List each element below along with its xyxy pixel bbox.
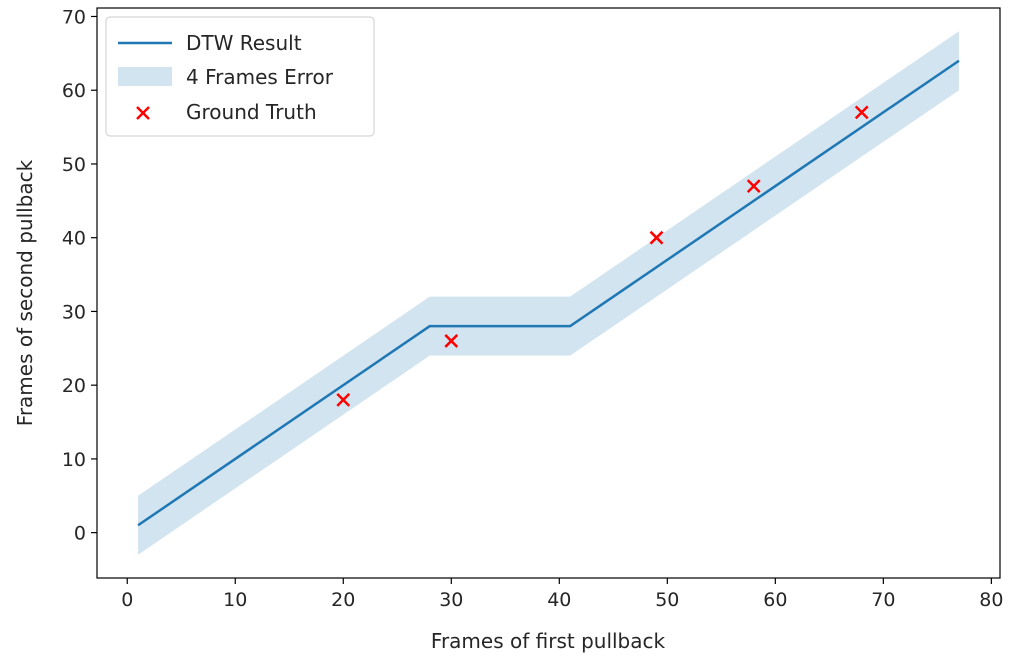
x-axis: 0 10 20 30 40 50 60 70 80: [121, 578, 1003, 611]
legend-marker-swatch: [136, 106, 150, 120]
y-tick-label: 40: [62, 228, 86, 250]
legend-label-dtw: DTW Result: [186, 31, 302, 55]
ground-truth-point: [649, 230, 664, 245]
plot-frame: [96, 7, 1001, 579]
ground-truth-marker-stroke: [854, 105, 869, 120]
x-tick-label: 20: [331, 589, 355, 611]
y-tick-label: 20: [62, 375, 86, 397]
y-tick-label: 60: [62, 80, 86, 102]
y-tick-label: 0: [74, 523, 86, 545]
x-tick-label: 70: [871, 589, 895, 611]
ground-truth-point: [336, 393, 351, 407]
ground-truth-point: [854, 105, 869, 120]
ground-truth-marker-stroke: [336, 393, 351, 407]
legend: DTW Result 4 Frames Error Ground Truth: [105, 16, 375, 137]
legend-label-band: 4 Frames Error: [186, 65, 334, 89]
x-tick-label: 0: [121, 589, 133, 611]
dtw-line-layer: [137, 59, 960, 527]
legend-label-truth: Ground Truth: [186, 100, 317, 124]
x-tick-label: 30: [439, 589, 463, 611]
y-tick-label: 70: [62, 6, 86, 28]
y-axis-label: Frames of second pullback: [13, 159, 37, 426]
dtw-result-line: [137, 59, 960, 527]
y-tick-label: 10: [62, 449, 86, 471]
y-tick-label: 30: [62, 301, 86, 323]
x-tick-label: 50: [655, 589, 679, 611]
ground-truth-layer: [336, 105, 869, 407]
ground-truth-marker-stroke: [746, 179, 761, 193]
x-tick-label: 60: [763, 589, 787, 611]
x-tick-label: 10: [223, 589, 247, 611]
ground-truth-marker-stroke: [444, 334, 459, 348]
ground-truth-point: [746, 179, 761, 193]
x-axis-label: Frames of first pullback: [431, 629, 666, 653]
legend-box: [105, 16, 375, 137]
ground-truth-marker-stroke: [649, 230, 664, 245]
y-tick-label: 50: [62, 154, 86, 176]
y-axis: 0 10 20 30 40 50 60 70: [62, 6, 97, 545]
x-tick-label: 40: [547, 589, 571, 611]
ground-truth-point: [444, 334, 459, 348]
legend-band-swatch: [118, 67, 172, 86]
x-tick-label: 80: [979, 589, 1003, 611]
